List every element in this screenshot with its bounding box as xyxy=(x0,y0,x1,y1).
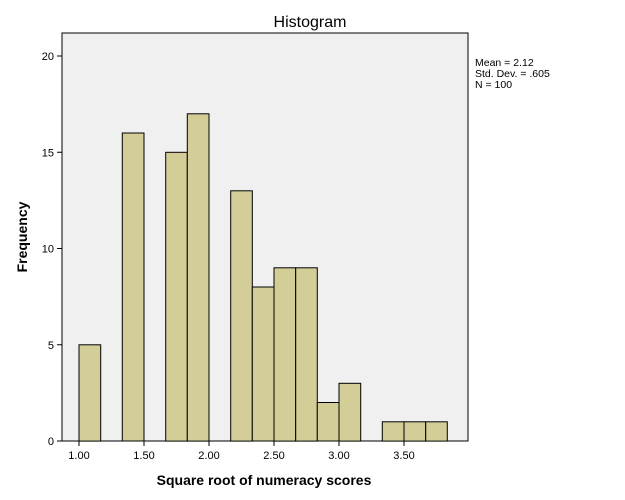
x-tick-label: 3.00 xyxy=(328,450,349,462)
stat-n: N = 100 xyxy=(475,79,512,91)
y-tick-label: 5 xyxy=(48,340,54,352)
y-axis: 0 5 10 15 20 xyxy=(42,51,62,448)
histogram-bar xyxy=(230,190,253,442)
stat-std-dev: Std. Dev. = .605 xyxy=(475,68,550,80)
y-tick-label: 0 xyxy=(48,436,54,448)
histogram-bars xyxy=(78,113,448,442)
histogram-bar xyxy=(403,421,427,442)
x-tick-label: 2.50 xyxy=(263,450,284,462)
histogram-bar xyxy=(273,267,297,442)
stat-mean: Mean = 2.12 xyxy=(475,57,534,69)
x-tick-label: 3.50 xyxy=(393,450,414,462)
y-tick-label: 20 xyxy=(42,51,54,63)
histogram-bar xyxy=(381,421,405,442)
histogram-bar xyxy=(186,113,210,442)
y-axis-label: Frequency xyxy=(14,201,30,272)
x-tick-label: 2.00 xyxy=(198,450,219,462)
histogram-bar xyxy=(121,132,145,442)
histogram-bar xyxy=(316,402,340,442)
histogram-bar xyxy=(338,382,362,442)
histogram-bar xyxy=(295,267,318,442)
y-tick-label: 10 xyxy=(42,244,54,256)
x-tick-label: 1.50 xyxy=(133,450,154,462)
x-axis: 1.00 1.50 2.00 2.50 3.00 3.50 xyxy=(68,441,415,462)
histogram-bar xyxy=(251,286,275,442)
chart-title: Histogram xyxy=(274,14,347,31)
x-tick-label: 1.00 xyxy=(68,450,89,462)
histogram-bar xyxy=(165,151,188,442)
y-tick-label: 15 xyxy=(42,147,54,159)
statistics-box: Mean = 2.12 Std. Dev. = .605 N = 100 xyxy=(475,57,550,91)
x-axis-label: Square root of numeracy scores xyxy=(157,472,372,488)
histogram-bar xyxy=(425,421,448,442)
histogram-bar xyxy=(78,344,102,442)
